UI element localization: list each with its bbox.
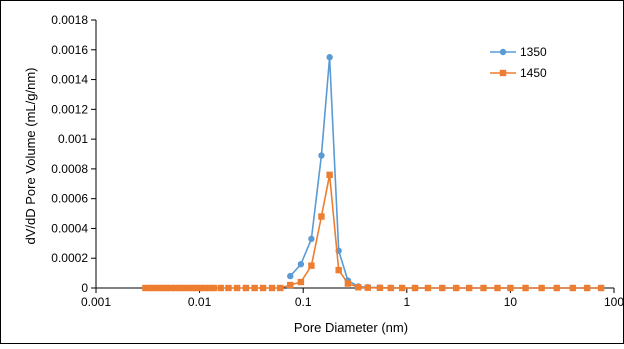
data-point-1450 xyxy=(439,284,446,292)
data-point-1450 xyxy=(387,284,394,292)
x-tick-label: 100 xyxy=(604,295,624,309)
y-tick-label: 0.0016 xyxy=(51,43,88,57)
data-point-1450 xyxy=(233,284,241,292)
y-tick-label: 0.0004 xyxy=(51,221,88,235)
data-point-1450 xyxy=(344,280,352,287)
legend: 1350 1450 xyxy=(490,45,547,80)
data-point-1450 xyxy=(597,284,605,292)
data-point-1450 xyxy=(326,171,333,179)
data-point-1450 xyxy=(398,284,406,292)
data-point-1450 xyxy=(201,284,209,292)
data-point-1450 xyxy=(142,284,149,292)
data-point-1450 xyxy=(465,284,473,292)
y-tick-label: 0 xyxy=(81,281,88,295)
data-point-1450 xyxy=(507,284,514,292)
data-point-1450 xyxy=(569,284,576,292)
data-point-1450 xyxy=(268,284,276,292)
y-tick-label: 0.0018 xyxy=(51,13,88,27)
data-point-1450 xyxy=(376,284,384,292)
data-point-1450 xyxy=(251,284,258,292)
y-tick-label: 0.001 xyxy=(58,132,88,146)
data-point-1450 xyxy=(217,284,224,292)
data-point-1450 xyxy=(184,284,192,292)
data-point-1450 xyxy=(180,284,187,292)
data-point-1450 xyxy=(355,284,362,291)
x-axis-title: Pore Diameter (nm) xyxy=(294,320,408,335)
y-tick-label: 0.0014 xyxy=(51,73,88,87)
data-point-1450 xyxy=(171,284,179,292)
y-tick-label: 0.0008 xyxy=(51,162,88,176)
data-point-1450 xyxy=(150,284,157,292)
data-point-1450 xyxy=(242,284,250,292)
data-point-1450 xyxy=(167,284,175,292)
data-point-1450 xyxy=(206,284,213,292)
data-point-1450 xyxy=(538,284,545,292)
data-point-1450 xyxy=(225,284,232,292)
data-point-1450 xyxy=(411,284,419,292)
data-point-1450 xyxy=(480,284,487,292)
data-point-1450 xyxy=(308,262,315,269)
x-tick-label: 0.001 xyxy=(81,295,111,309)
x-tick-label: 1 xyxy=(403,295,410,309)
data-point-1450 xyxy=(522,284,529,292)
data-point-1450 xyxy=(155,284,162,292)
legend-label-1450: 1450 xyxy=(520,66,547,80)
y-tick-label: 0.0012 xyxy=(51,102,88,116)
data-point-1450 xyxy=(163,284,170,292)
x-tick-label: 10 xyxy=(504,295,518,309)
data-point-1450 xyxy=(259,284,267,292)
data-point-1450 xyxy=(189,284,196,292)
y-axis-title: dV/dD Pore Volume (mL/g/nm) xyxy=(23,67,38,244)
series-layer xyxy=(142,54,605,292)
y-tick-label: 0.0002 xyxy=(51,251,88,265)
legend-marker-1450 xyxy=(499,69,507,77)
data-point-1350 xyxy=(326,54,333,61)
y-tick-label: 0.0006 xyxy=(51,192,88,206)
data-point-1450 xyxy=(297,278,305,286)
data-point-1450 xyxy=(210,284,217,292)
data-point-1450 xyxy=(277,284,284,292)
data-point-1450 xyxy=(335,266,342,274)
data-point-1450 xyxy=(146,284,153,292)
data-point-1350 xyxy=(287,272,294,280)
data-point-1450 xyxy=(453,284,460,292)
data-point-1450 xyxy=(318,213,325,220)
data-point-1450 xyxy=(553,284,560,292)
data-point-1450 xyxy=(193,284,200,292)
data-point-1450 xyxy=(176,284,183,292)
series-1450 xyxy=(142,171,605,292)
data-point-1450 xyxy=(424,284,432,292)
data-point-1350 xyxy=(297,260,305,268)
legend-label-1350: 1350 xyxy=(520,45,547,59)
x-tick-label: 0.01 xyxy=(188,295,212,309)
legend-marker-1350 xyxy=(499,48,507,56)
data-point-1450 xyxy=(583,284,591,292)
data-point-1450 xyxy=(287,281,294,289)
data-point-1350 xyxy=(318,152,325,159)
data-point-1450 xyxy=(364,284,371,291)
data-point-1450 xyxy=(197,284,204,292)
data-point-1350 xyxy=(308,235,315,243)
x-tick-label: 0.1 xyxy=(295,295,312,309)
data-point-1450 xyxy=(159,284,166,292)
axes: 0 0.0002 0.0004 0.0006 0.0008 0.001 0.0012 0.00… xyxy=(51,13,624,309)
data-point-1450 xyxy=(494,284,501,292)
